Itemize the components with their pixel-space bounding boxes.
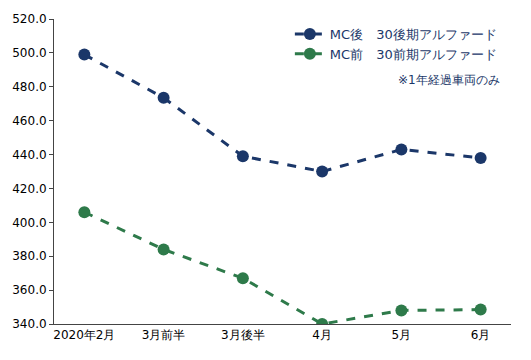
svg-text:2020年2月: 2020年2月: [53, 328, 115, 342]
svg-text:400.0: 400.0: [12, 216, 46, 230]
svg-text:460.0: 460.0: [12, 114, 46, 128]
svg-text:3月後半: 3月後半: [221, 328, 265, 342]
svg-text:MC後 30後期アルファード: MC後 30後期アルファード: [330, 27, 497, 42]
svg-text:※1年経過車両のみ: ※1年経過車両のみ: [398, 73, 500, 87]
svg-text:340.0: 340.0: [12, 317, 46, 331]
svg-text:520.0: 520.0: [12, 12, 46, 26]
svg-text:4月: 4月: [312, 328, 332, 342]
svg-text:440.0: 440.0: [12, 148, 46, 162]
svg-text:380.0: 380.0: [12, 249, 46, 263]
svg-text:6月: 6月: [471, 328, 491, 342]
svg-text:3月前半: 3月前半: [142, 328, 186, 342]
svg-text:MC前 30前期アルファード: MC前 30前期アルファード: [330, 47, 497, 62]
svg-text:5月: 5月: [392, 328, 412, 342]
svg-text:500.0: 500.0: [12, 46, 46, 60]
svg-text:360.0: 360.0: [12, 283, 46, 297]
svg-text:420.0: 420.0: [12, 182, 46, 196]
svg-text:480.0: 480.0: [12, 80, 46, 94]
